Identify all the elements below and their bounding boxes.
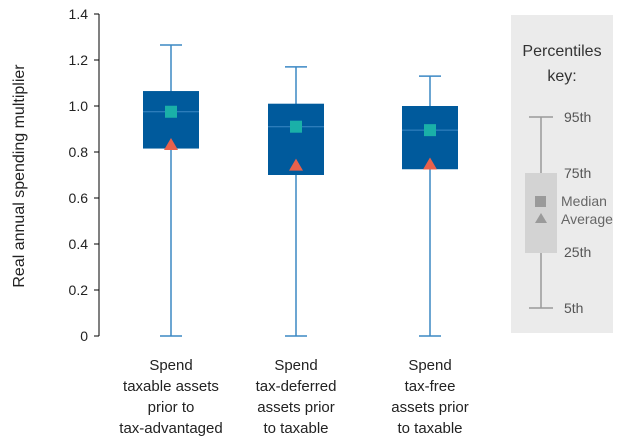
category-label-1-line-4: tax-advantaged — [119, 420, 222, 437]
average-marker — [164, 137, 178, 150]
key-label-95th: 95th — [564, 109, 591, 125]
median-marker — [290, 120, 302, 133]
y-tick-label-3: 0.6 — [69, 190, 89, 206]
key-label-5th: 5th — [564, 300, 583, 316]
y-tick-label-7: 1.4 — [69, 6, 89, 22]
category-labels: Spend taxable assets prior to tax-advantage… — [119, 357, 468, 437]
key-label-average: Average — [561, 211, 613, 227]
key-title-line-1: Percentiles — [522, 43, 601, 60]
key-average-marker — [535, 213, 547, 223]
y-tick-label-0: 0 — [80, 328, 88, 344]
category-label-2-line-2: tax-deferred — [256, 378, 337, 395]
average-marker — [289, 158, 303, 171]
key-title-line-2: key: — [547, 68, 576, 85]
category-label-1-line-2: taxable assets — [123, 378, 219, 395]
category-label-3-line-2: tax-free — [405, 378, 456, 395]
median-marker — [165, 105, 177, 118]
key-label-median: Median — [561, 193, 607, 209]
axes: 0 0.2 0.4 0.6 0.8 1.0 1.2 1.4 — [69, 6, 100, 344]
y-tick-label-2: 0.4 — [69, 236, 89, 252]
category-label-2-line-3: assets prior — [257, 399, 335, 416]
median-marker — [424, 124, 436, 137]
category-label-3-line-4: to taxable — [397, 420, 462, 437]
average-marker — [423, 157, 437, 170]
category-label-1-line-1: Spend — [149, 357, 192, 374]
key-median-marker — [535, 196, 546, 207]
y-tick-label-5: 1.0 — [69, 98, 89, 114]
box-group-3 — [402, 75, 458, 337]
y-axis-title: Real annual spending multiplier — [11, 64, 28, 288]
key-label-25th: 25th — [564, 244, 591, 260]
y-tick-label-1: 0.2 — [69, 282, 89, 298]
key-label-75th: 75th — [564, 165, 591, 181]
percentiles-key: Percentiles key: 95th 75th Median Averag… — [511, 15, 613, 333]
category-label-3-line-3: assets prior — [391, 399, 469, 416]
category-label-2-line-1: Spend — [274, 357, 317, 374]
box-group-1 — [143, 44, 199, 337]
box-group-2 — [268, 66, 324, 337]
y-tick-label-6: 1.2 — [69, 52, 89, 68]
category-label-3-line-1: Spend — [408, 357, 451, 374]
category-label-1-line-3: prior to — [148, 399, 195, 416]
category-label-2-line-4: to taxable — [263, 420, 328, 437]
y-tick-label-4: 0.8 — [69, 144, 89, 160]
box-series — [143, 44, 458, 337]
